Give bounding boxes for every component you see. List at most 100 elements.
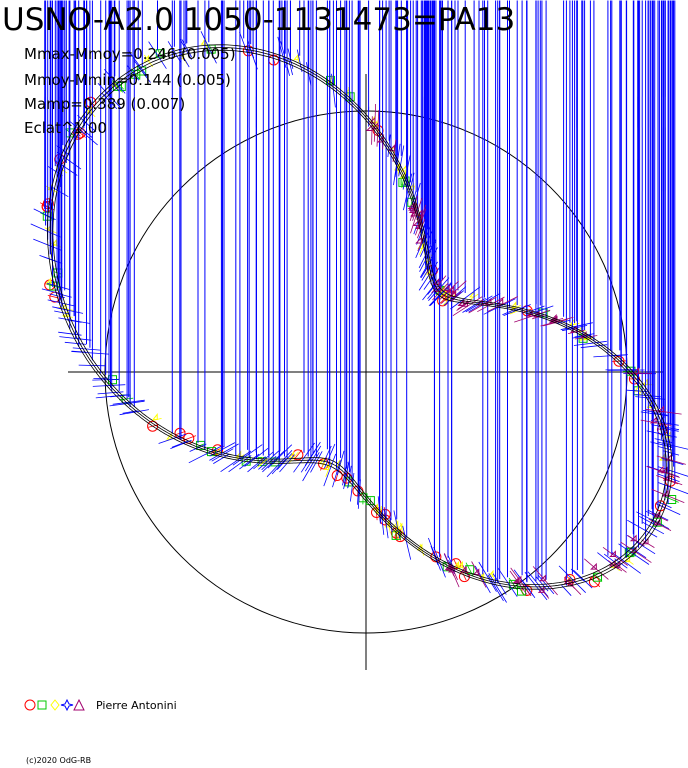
triangle-point: [434, 285, 441, 293]
stat-mmoy-mmin: Mmoy-Mmin=0.144 (0.005): [24, 71, 231, 89]
triangle-point: [609, 550, 616, 557]
error-bar: [468, 292, 501, 313]
error-bar: [658, 501, 672, 509]
legend-green-square-marker: [37, 700, 47, 710]
square-point: [270, 457, 280, 467]
square-point: [465, 565, 475, 575]
error-bar: [612, 354, 627, 357]
error-bar: [302, 452, 320, 482]
error-bar: [645, 510, 659, 518]
diamond-point: [401, 164, 407, 172]
triangle-point: [539, 574, 546, 582]
data-marks: [30, 0, 688, 603]
error-bar: [46, 283, 61, 289]
error-bar: [465, 562, 474, 577]
error-bar: [661, 427, 679, 432]
legend-yellow-diamond-marker: [50, 699, 60, 711]
error-bar: [558, 565, 586, 593]
error-bar: [133, 60, 151, 83]
diamond-point: [453, 560, 460, 568]
error-bar: [209, 443, 239, 461]
triangle-point: [590, 562, 597, 570]
error-bar: [524, 571, 548, 601]
triangle-point: [472, 568, 480, 576]
error-bar: [570, 568, 584, 582]
error-bar: [428, 537, 441, 571]
footer-copyright: (c)2020 OdG-RB: [26, 756, 92, 765]
circle-point: [521, 585, 533, 596]
error-bar: [402, 525, 412, 560]
error-bar: [59, 336, 92, 341]
diamond-point: [45, 277, 52, 285]
error-bar: [421, 266, 431, 281]
fitted-curves: [47, 44, 673, 590]
error-bar: [573, 340, 607, 346]
error-bar: [258, 450, 280, 470]
chart-title: USNO-A2.0 1050-1131473=PA13: [2, 2, 516, 38]
triangle-point: [415, 212, 423, 220]
legend-red-circle-marker: [24, 699, 36, 711]
error-bar: [244, 447, 269, 467]
stat-eclat: Eclat^1.00: [24, 119, 107, 137]
legend-blue-star-marker: [60, 698, 74, 712]
error-bar: [478, 561, 497, 592]
error-bar: [208, 44, 214, 55]
square-point: [116, 82, 126, 91]
error-bar: [350, 472, 355, 502]
diamond-point: [642, 378, 648, 386]
error-bar: [664, 496, 679, 503]
error-bar: [658, 482, 688, 495]
error-bar: [443, 286, 467, 306]
error-bar: [30, 223, 61, 238]
triangle-point: [632, 367, 640, 374]
error-bar: [306, 62, 312, 87]
triangle-point: [388, 144, 395, 152]
stat-mamp: Mamp=0.389 (0.007): [24, 95, 186, 113]
error-bar: [122, 410, 138, 414]
error-bar: [78, 364, 107, 367]
triangle-point: [415, 236, 422, 244]
error-bar: [331, 73, 336, 108]
error-bar: [87, 98, 95, 106]
triangle-point: [512, 576, 520, 584]
diamond-point: [457, 560, 463, 568]
error-bar: [611, 551, 641, 574]
error-bar: [293, 449, 303, 460]
error-bar: [323, 445, 332, 463]
triangle-point: [662, 473, 670, 481]
error-bar: [453, 559, 459, 568]
diamond-point: [396, 522, 403, 530]
error-bar: [267, 444, 293, 469]
triangle-point: [459, 565, 467, 573]
error-bar: [393, 510, 400, 539]
legend: Pierre Antonini: [24, 697, 177, 713]
error-bar: [54, 310, 70, 315]
error-bar: [655, 503, 681, 515]
error-bar: [97, 83, 122, 109]
triangle-point: [657, 405, 665, 413]
error-bar: [304, 445, 322, 472]
error-bar: [127, 50, 149, 78]
error-bar: [33, 208, 56, 221]
circle-point: [588, 576, 600, 588]
error-bar: [46, 282, 71, 291]
triangle-point: [649, 416, 657, 424]
error-bar: [502, 308, 517, 316]
error-bar: [197, 443, 205, 448]
legend-markers: [24, 698, 85, 712]
circle-point: [72, 128, 84, 140]
error-bar: [626, 389, 649, 393]
error-bar: [433, 546, 446, 578]
stat-mmax-mmoy: Mmax-Mmoy=0.246 (0.005): [24, 45, 236, 63]
error-bar: [451, 290, 465, 301]
error-bar: [488, 573, 507, 603]
error-bar: [642, 521, 665, 535]
error-bar: [157, 49, 164, 58]
error-bar: [188, 446, 222, 464]
error-bar: [101, 92, 118, 110]
error-bar: [200, 31, 217, 64]
error-bar: [627, 519, 658, 538]
error-bar: [112, 399, 145, 405]
error-bar: [347, 465, 352, 489]
circle-point: [85, 96, 97, 108]
